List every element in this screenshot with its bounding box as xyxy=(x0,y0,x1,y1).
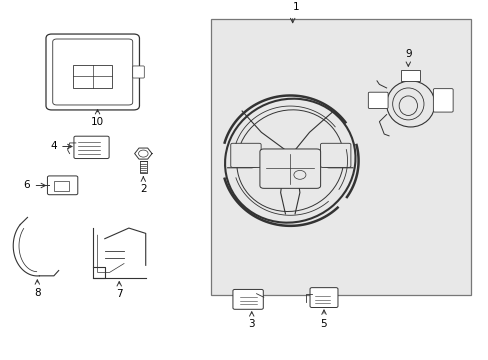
FancyBboxPatch shape xyxy=(232,289,263,309)
FancyBboxPatch shape xyxy=(432,89,452,112)
Text: 7: 7 xyxy=(116,289,122,300)
Text: 8: 8 xyxy=(34,288,41,298)
Bar xyxy=(210,19,470,296)
FancyBboxPatch shape xyxy=(47,176,78,195)
FancyBboxPatch shape xyxy=(53,39,132,105)
FancyBboxPatch shape xyxy=(400,70,420,81)
FancyBboxPatch shape xyxy=(367,92,387,108)
FancyBboxPatch shape xyxy=(230,143,261,167)
Text: 6: 6 xyxy=(23,180,30,190)
Text: 9: 9 xyxy=(404,49,411,59)
Text: 10: 10 xyxy=(91,117,104,127)
FancyBboxPatch shape xyxy=(74,136,109,158)
Text: 4: 4 xyxy=(50,141,57,152)
FancyBboxPatch shape xyxy=(132,66,144,78)
FancyBboxPatch shape xyxy=(320,143,350,167)
FancyBboxPatch shape xyxy=(46,34,139,110)
Bar xyxy=(54,181,68,191)
Text: 5: 5 xyxy=(320,319,326,329)
Bar xyxy=(73,65,112,88)
Text: 3: 3 xyxy=(248,319,255,329)
FancyBboxPatch shape xyxy=(309,288,337,307)
Text: 1: 1 xyxy=(293,3,299,12)
Text: 2: 2 xyxy=(140,184,146,194)
FancyBboxPatch shape xyxy=(260,149,320,188)
